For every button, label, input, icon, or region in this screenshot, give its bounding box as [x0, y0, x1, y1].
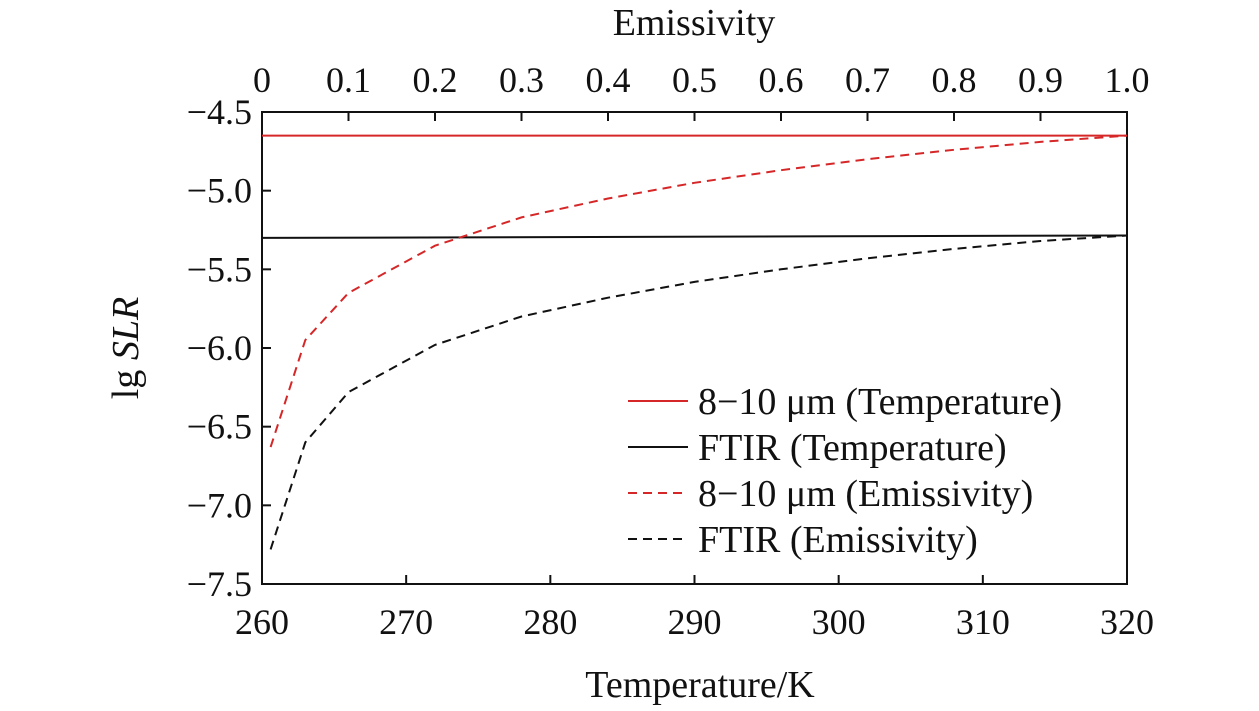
- x-tick-label: 320: [1100, 602, 1154, 642]
- x-tick-label: 300: [812, 602, 866, 642]
- y-tick-label: −7.0: [187, 485, 252, 525]
- series-line-2: [269, 134, 1128, 448]
- x-tick-label: 290: [668, 602, 722, 642]
- y-tick-label: −5.5: [187, 249, 252, 289]
- x-tick-label: 280: [523, 602, 577, 642]
- legend-label-3: FTIR (Emissivity): [698, 519, 978, 561]
- top-tick-label: 0.1: [326, 60, 371, 100]
- y-tick-label: −5.0: [187, 171, 252, 211]
- top-axis-label: Emissivity: [613, 2, 776, 44]
- x-tick-label: 260: [235, 602, 289, 642]
- top-tick-label: 0.4: [586, 60, 631, 100]
- top-tick-label: 0.5: [672, 60, 717, 100]
- y-axis-label-italic: SLR: [105, 297, 147, 360]
- top-tick-label: 0.7: [845, 60, 890, 100]
- series-layer: [261, 134, 1128, 550]
- x-axis-label: Temperature/K: [585, 664, 815, 706]
- y-axis-label: lg SLR: [105, 297, 147, 399]
- top-tick-label: 0.9: [1018, 60, 1063, 100]
- y-tick-label: −6.0: [187, 328, 252, 368]
- legend-label-1: FTIR (Temperature): [698, 427, 1007, 469]
- top-tick-label: 0.8: [932, 60, 977, 100]
- series-line-3: [269, 234, 1128, 550]
- legend-label-2: 8−10 μm (Emissivity): [698, 473, 1033, 515]
- legend: 8−10 μm (Temperature)FTIR (Temperature)8…: [628, 381, 1062, 561]
- ticks-layer: 260 270 280 290 300 310 320 0 0.1 0.2 0.3 0.4 0.5 0.6…: [187, 60, 1154, 642]
- y-tick-label: −4.5: [187, 92, 252, 132]
- y-tick-label: −6.5: [187, 407, 252, 447]
- top-tick-label: 0.6: [759, 60, 804, 100]
- y-tick-label: −7.5: [187, 564, 252, 604]
- top-tick-label: 0.2: [413, 60, 458, 100]
- series-line-1: [261, 234, 1128, 239]
- top-tick-label: 1.0: [1105, 60, 1150, 100]
- top-tick-label: 0: [253, 60, 271, 100]
- x-tick-label: 310: [956, 602, 1010, 642]
- x-tick-label: 270: [379, 602, 433, 642]
- legend-label-0: 8−10 μm (Temperature): [698, 381, 1062, 423]
- y-axis-label-prefix: lg: [105, 360, 147, 399]
- top-tick-label: 0.3: [499, 60, 544, 100]
